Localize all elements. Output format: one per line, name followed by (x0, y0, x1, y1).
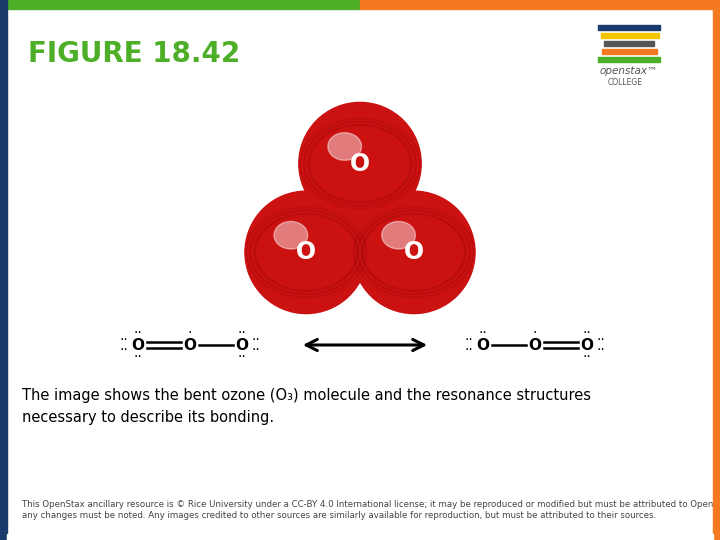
Text: O: O (580, 338, 593, 353)
Text: ··: ·· (238, 326, 246, 340)
Text: O: O (477, 338, 490, 353)
Text: ··: ·· (597, 343, 606, 357)
Text: O: O (404, 240, 424, 265)
Bar (604, 40, 654, 46)
Ellipse shape (299, 103, 421, 225)
Text: The image shows the bent ozone (O₃) molecule and the resonance structures
necess: The image shows the bent ozone (O₃) mole… (22, 388, 591, 424)
Text: ·: · (188, 326, 192, 340)
Text: ·: · (533, 326, 537, 340)
Bar (7, 534, 713, 540)
Text: COLLEGE: COLLEGE (608, 78, 643, 87)
Text: ··: ·· (464, 343, 473, 357)
Bar (598, 57, 660, 62)
Text: ··: ·· (251, 333, 261, 347)
Text: ··: ·· (479, 326, 487, 340)
Bar (0, 0, 360, 9)
Text: ··: ·· (134, 350, 143, 364)
Ellipse shape (382, 221, 415, 249)
Text: ··: ·· (238, 350, 246, 364)
Text: ··: ·· (251, 343, 261, 357)
Text: ··: ·· (582, 326, 591, 340)
Text: This OpenStax ancillary resource is © Rice University under a CC-BY 4.0 Internat: This OpenStax ancillary resource is © Ri… (22, 500, 720, 520)
Text: ··: ·· (134, 326, 143, 340)
Bar (601, 32, 659, 38)
Text: O: O (132, 338, 145, 353)
Ellipse shape (328, 133, 361, 160)
Text: O: O (350, 152, 370, 176)
Bar (0, 0, 7, 540)
Bar (360, 0, 720, 9)
Ellipse shape (274, 221, 307, 249)
Text: O: O (528, 338, 541, 353)
Text: ··: ·· (120, 333, 128, 347)
Bar (598, 24, 660, 30)
Text: ··: ·· (120, 343, 128, 357)
Text: openstax™: openstax™ (600, 66, 658, 76)
Text: ··: ·· (582, 350, 591, 364)
Text: O: O (235, 338, 248, 353)
Bar (602, 49, 657, 54)
Text: ··: ·· (464, 333, 473, 347)
Bar (713, 0, 720, 540)
Text: O: O (184, 338, 197, 353)
Ellipse shape (245, 191, 367, 314)
Ellipse shape (353, 191, 475, 314)
Text: O: O (296, 240, 316, 265)
Text: ··: ·· (597, 333, 606, 347)
Text: FIGURE 18.42: FIGURE 18.42 (28, 40, 240, 68)
